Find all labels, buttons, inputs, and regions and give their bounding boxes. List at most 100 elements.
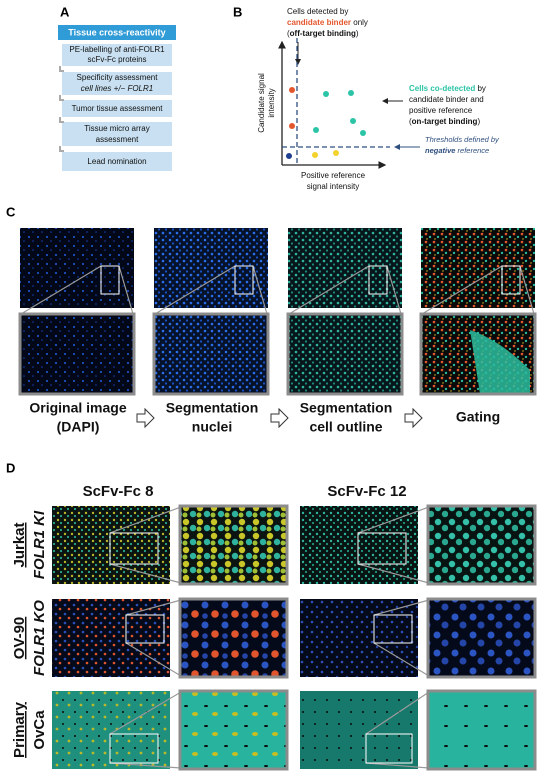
step-text: cell lines +/− FOLR1 xyxy=(81,84,153,93)
text: ) xyxy=(356,29,359,38)
text: by xyxy=(475,84,486,93)
text: ( xyxy=(409,117,412,126)
text: only xyxy=(351,18,368,27)
zoom-box xyxy=(125,614,165,644)
micrograph xyxy=(52,506,170,584)
step-box xyxy=(62,152,172,171)
step-label: Segmentation xyxy=(300,400,393,416)
zoom-box xyxy=(109,733,159,764)
micrograph-zoom xyxy=(154,314,268,394)
step-text: Tissue micro array xyxy=(84,124,150,133)
on-target-text: Cells co-detected by xyxy=(409,84,486,93)
micrograph xyxy=(288,228,402,308)
highlight: negative xyxy=(425,146,455,155)
row-label: OV-90 xyxy=(11,617,28,660)
zoom-box xyxy=(501,265,521,295)
step-label: Segmentation xyxy=(166,400,259,416)
row-labels: Jurkat FOLR1 KI OV-90 FOLR1 KO Primary O… xyxy=(11,510,48,758)
zoom-frame xyxy=(426,689,537,771)
row-label: FOLR1 KO xyxy=(31,600,48,676)
x-axis-label: Positive reference xyxy=(301,171,366,180)
step-text: PE-labelling of anti-FOLR1 xyxy=(69,45,165,54)
micrograph xyxy=(52,599,170,677)
zoom-frame xyxy=(178,597,289,679)
micrograph-zoom xyxy=(428,691,535,769)
micrograph-zoom xyxy=(288,314,402,394)
zoom-lines xyxy=(109,506,430,769)
step-box xyxy=(62,72,172,95)
micrograph xyxy=(300,691,418,769)
zoom-frame xyxy=(18,312,136,396)
step-box xyxy=(62,44,172,66)
micrograph xyxy=(20,228,134,308)
zoom-box xyxy=(100,265,120,295)
x-axis-label: signal intensity xyxy=(307,182,359,191)
zoom-lines xyxy=(20,265,535,315)
zoom-frame xyxy=(152,312,270,396)
zoom-frame xyxy=(178,504,289,586)
micrograph xyxy=(52,691,170,769)
panel-label: C xyxy=(6,204,16,219)
image-grid xyxy=(18,228,537,396)
micrograph-grid xyxy=(52,504,537,771)
micrograph-zoom xyxy=(180,599,287,677)
highlight: Cells co-detected xyxy=(409,84,475,93)
title-box xyxy=(58,25,176,40)
example-cells xyxy=(286,87,366,159)
zoom-frame xyxy=(286,312,404,396)
step-label: Gating xyxy=(456,409,500,425)
y-axis-label: Candidate signal xyxy=(257,73,266,133)
zoom-box xyxy=(234,265,254,295)
off-target-text: Cells detected by xyxy=(287,7,348,16)
workflow-title: Tissue cross-reactivity xyxy=(68,27,165,37)
on-target-text: candidate binder and xyxy=(409,95,484,104)
off-target-text: (off-target binding) xyxy=(287,29,359,38)
row-label: Primary xyxy=(11,701,28,758)
zoom-box xyxy=(373,614,413,644)
zoom-box xyxy=(368,265,388,295)
panel-label: B xyxy=(233,4,242,19)
micrograph xyxy=(300,599,418,677)
step-text: Specificity assessment xyxy=(77,73,159,82)
gated-region xyxy=(470,330,530,394)
step-text: Lead nomination xyxy=(87,157,146,166)
off-target-text: candidate binder only xyxy=(287,18,368,27)
column-header: ScFv-Fc 8 xyxy=(83,483,154,500)
zoom-box xyxy=(357,532,407,565)
y-axis-label: intensity xyxy=(267,88,276,117)
panel-label: D xyxy=(6,460,15,475)
highlight: candidate binder xyxy=(287,18,351,27)
step-box xyxy=(62,122,172,146)
micrograph-zoom xyxy=(180,506,287,584)
step-label: (DAPI) xyxy=(57,419,100,435)
panel-label: A xyxy=(60,4,70,19)
on-target-text: (on-target binding) xyxy=(409,117,480,126)
zoom-box xyxy=(109,532,159,565)
step-arrows xyxy=(59,66,64,152)
step-label: nuclei xyxy=(192,419,232,435)
zoom-frame xyxy=(419,312,537,396)
text: ) xyxy=(477,117,480,126)
step-text: scFv-Fc proteins xyxy=(87,55,146,64)
row-label: FOLR1 KI xyxy=(31,510,48,579)
micrograph-zoom xyxy=(20,314,134,394)
text: ( xyxy=(287,29,290,38)
step-text: assessment xyxy=(96,135,139,144)
zoom-box xyxy=(365,733,413,764)
column-header: ScFv-Fc 12 xyxy=(327,483,406,500)
micrograph xyxy=(421,228,535,308)
micrograph-zoom xyxy=(180,691,287,769)
step-label: cell outline xyxy=(309,419,382,435)
on-target-text: positive reference xyxy=(409,106,473,115)
flow-arrows xyxy=(136,407,423,429)
micrograph xyxy=(300,506,418,584)
zoom-frame xyxy=(426,504,537,586)
micrograph-zoom xyxy=(428,599,535,677)
zoom-frame xyxy=(426,597,537,679)
micrograph xyxy=(154,228,268,308)
micrograph-zoom xyxy=(428,506,535,584)
step-text: Tumor tissue assessment xyxy=(72,104,164,113)
threshold-text: negative reference xyxy=(425,146,489,155)
zoom-frame xyxy=(178,689,289,771)
